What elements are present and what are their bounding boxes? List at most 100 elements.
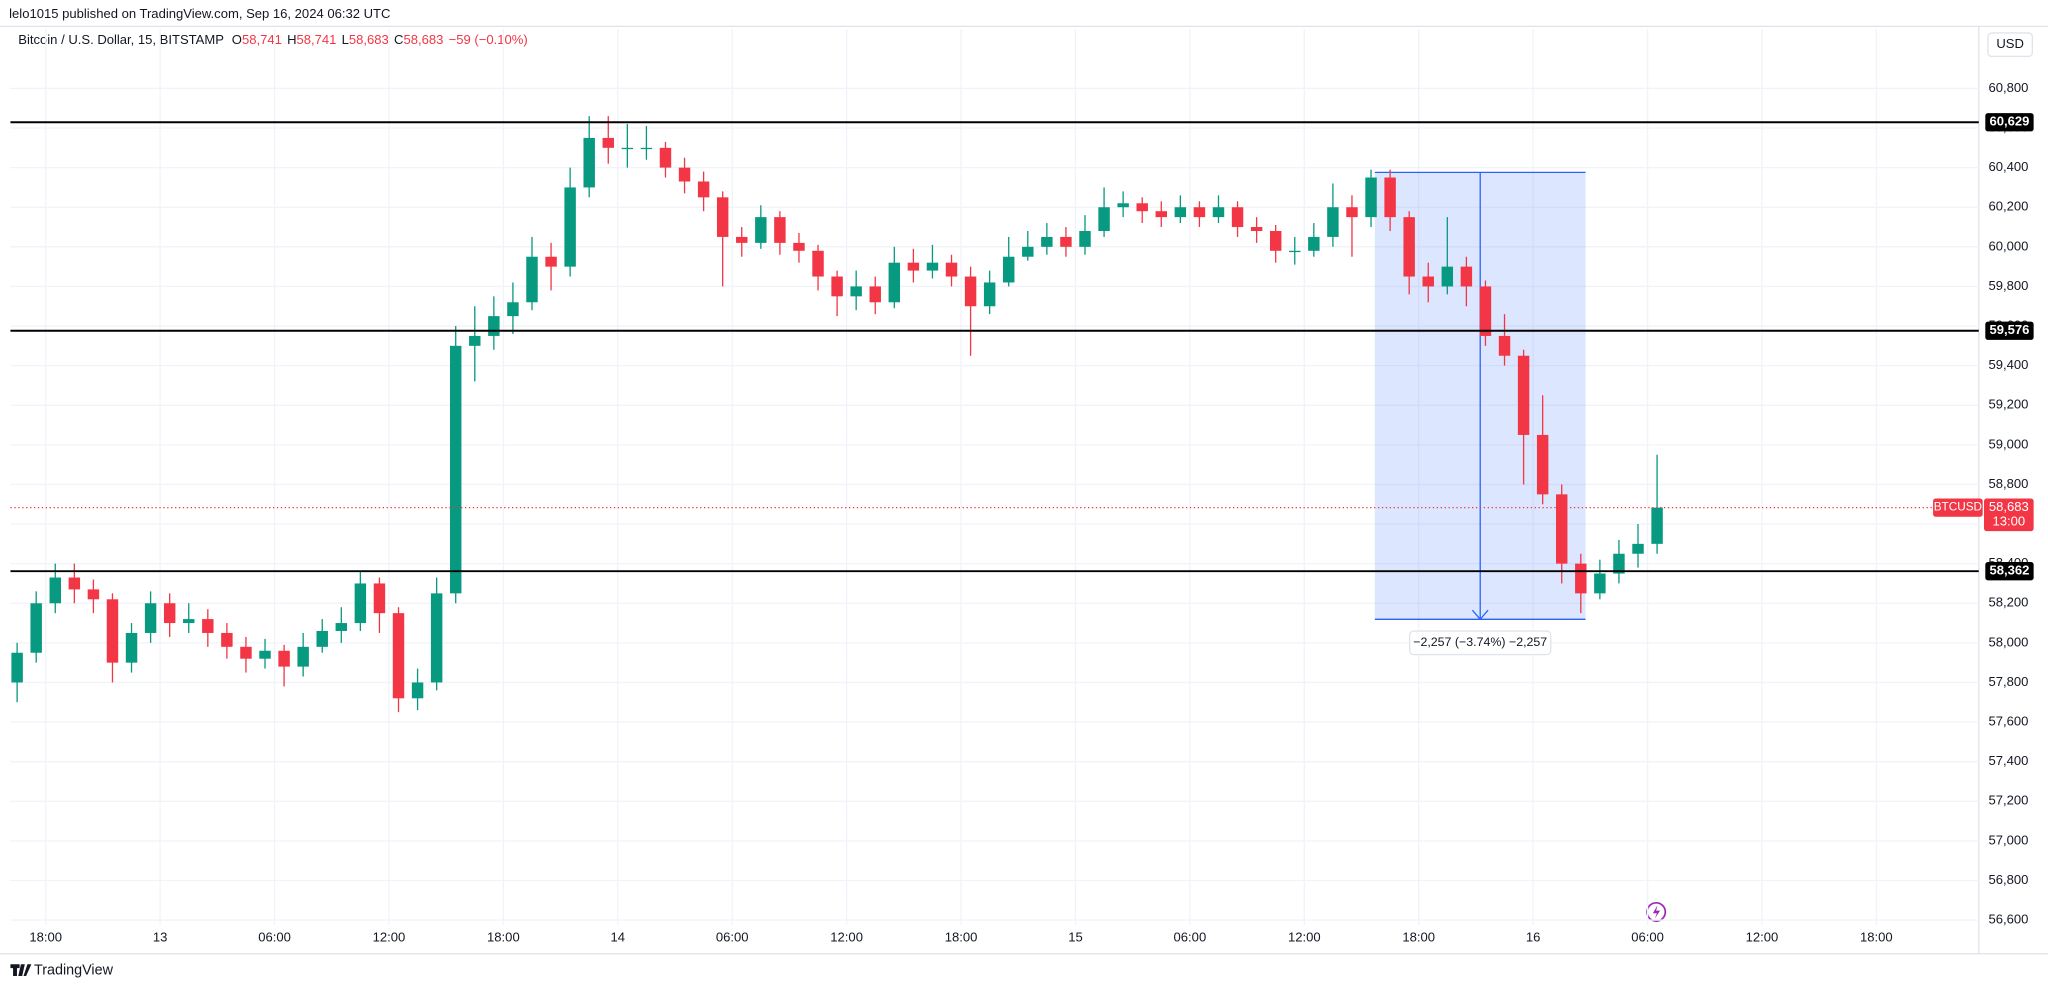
candle-body [1003, 256, 1015, 283]
candle-body [526, 256, 538, 303]
x-tick-label: 12:00 [1288, 930, 1321, 945]
x-tick-label: 14 [611, 930, 626, 945]
y-tick-label: 56,800 [1989, 872, 2029, 887]
candle-body [697, 181, 710, 198]
y-tick-label: 60,800 [1989, 80, 2029, 95]
candle-body [183, 619, 195, 624]
candle-body [1041, 236, 1053, 247]
y-tick-label: 56,600 [1989, 912, 2029, 927]
candle-body [1289, 250, 1301, 253]
candle-body [831, 276, 843, 297]
candle-body [1155, 211, 1167, 218]
ohlc-key: C [394, 32, 403, 47]
candle-body [564, 187, 576, 267]
candle-body [1060, 236, 1072, 247]
candle-body [945, 262, 958, 277]
x-tick-label: 06:00 [258, 930, 291, 945]
candle-body [1308, 236, 1320, 251]
x-tick-label: 16 [1526, 930, 1541, 945]
candle-body [1517, 355, 1530, 435]
x-tick-label: 18:00 [29, 930, 62, 945]
ohlc-change: −59 (−0.10%) [449, 32, 528, 47]
level-tag [1985, 562, 2034, 581]
candle-body [1193, 207, 1206, 218]
y-tick-label: 59,200 [1989, 397, 2029, 412]
x-tick-label: 15 [1068, 930, 1083, 945]
y-tick-label: 57,200 [1989, 793, 2029, 808]
x-tick-label: 18:00 [1402, 930, 1435, 945]
candle-body [1594, 573, 1606, 594]
symbol-tag [1933, 498, 1983, 517]
candle-body [621, 147, 634, 150]
candle-body [1365, 177, 1377, 218]
candle-body [1269, 230, 1282, 251]
candle-body [716, 197, 729, 237]
y-tick-label: 57,600 [1989, 714, 2029, 729]
chart-title: Bitcoin / U.S. Dollar, 15, BITSTAMP [18, 32, 224, 47]
currency[interactable]: USD [1996, 36, 2024, 51]
x-tick-label: 12:00 [373, 930, 406, 945]
candle-body [507, 302, 519, 317]
candle-body [1384, 177, 1396, 218]
candle-body [1422, 276, 1434, 287]
candle-body [488, 316, 500, 336]
candle-body [1231, 207, 1244, 228]
candle-body [30, 603, 42, 653]
candle-body [392, 613, 405, 699]
ohlc-value: 58,741 [242, 32, 282, 47]
y-tick-label: 59,400 [1989, 357, 2029, 372]
y-tick-label: 60,400 [1989, 159, 2029, 174]
candle-body [259, 650, 271, 659]
x-tick-label: 06:00 [1174, 930, 1207, 945]
x-tick-label: 18:00 [1860, 930, 1893, 945]
candle-body [221, 632, 233, 647]
x-tick-label: 06:00 [716, 930, 749, 945]
candle-body [736, 236, 748, 243]
candle-body [202, 619, 214, 633]
candle-body [1651, 507, 1663, 544]
candle-body [1632, 543, 1644, 554]
candle-body [888, 262, 901, 303]
price-label: 58,683 [1989, 499, 2029, 514]
candle-body [411, 682, 424, 699]
candle-body [1613, 553, 1625, 574]
currency-button[interactable] [1987, 32, 2033, 58]
candle-body [774, 217, 786, 243]
candle-body [11, 652, 23, 683]
candle-body [1117, 203, 1129, 208]
candle-body [1556, 494, 1568, 564]
candle-body [278, 650, 290, 667]
candle-body [1098, 207, 1110, 231]
measure-label-box [1409, 630, 1552, 656]
y-tick-label: 58,000 [1989, 634, 2029, 649]
level-tag [1985, 113, 2034, 132]
candle-body [1479, 286, 1492, 336]
level-label: 58,362 [1990, 563, 2030, 578]
candle-body [1212, 207, 1225, 218]
ohlc-value: 58,683 [349, 32, 389, 47]
y-tick-label: 58,200 [1989, 595, 2029, 610]
candle-body [640, 147, 653, 150]
candle-body [1327, 207, 1339, 237]
symbol-label: BTCUSD [1934, 501, 1982, 514]
y-tick-label: 57,000 [1989, 832, 2029, 847]
candle-body [335, 623, 348, 631]
candle-body [755, 217, 767, 243]
candle-body [1403, 217, 1415, 277]
candle-body [793, 242, 805, 251]
candle-body [163, 603, 176, 624]
x-tick-label: 06:00 [1631, 930, 1664, 945]
y-tick-label: 58,800 [1989, 476, 2029, 491]
candle-body [354, 583, 367, 624]
candle-body [1441, 266, 1454, 287]
price-tag [1984, 498, 2034, 532]
y-tick-label: 60,000 [1989, 238, 2029, 253]
candle-body [87, 589, 100, 600]
ohlc-value: 58,741 [297, 32, 337, 47]
candle-body [907, 262, 920, 271]
candle-body [1575, 563, 1587, 594]
x-tick-label: 13 [153, 930, 168, 945]
candle-body [240, 646, 252, 659]
candle-body [68, 577, 81, 590]
